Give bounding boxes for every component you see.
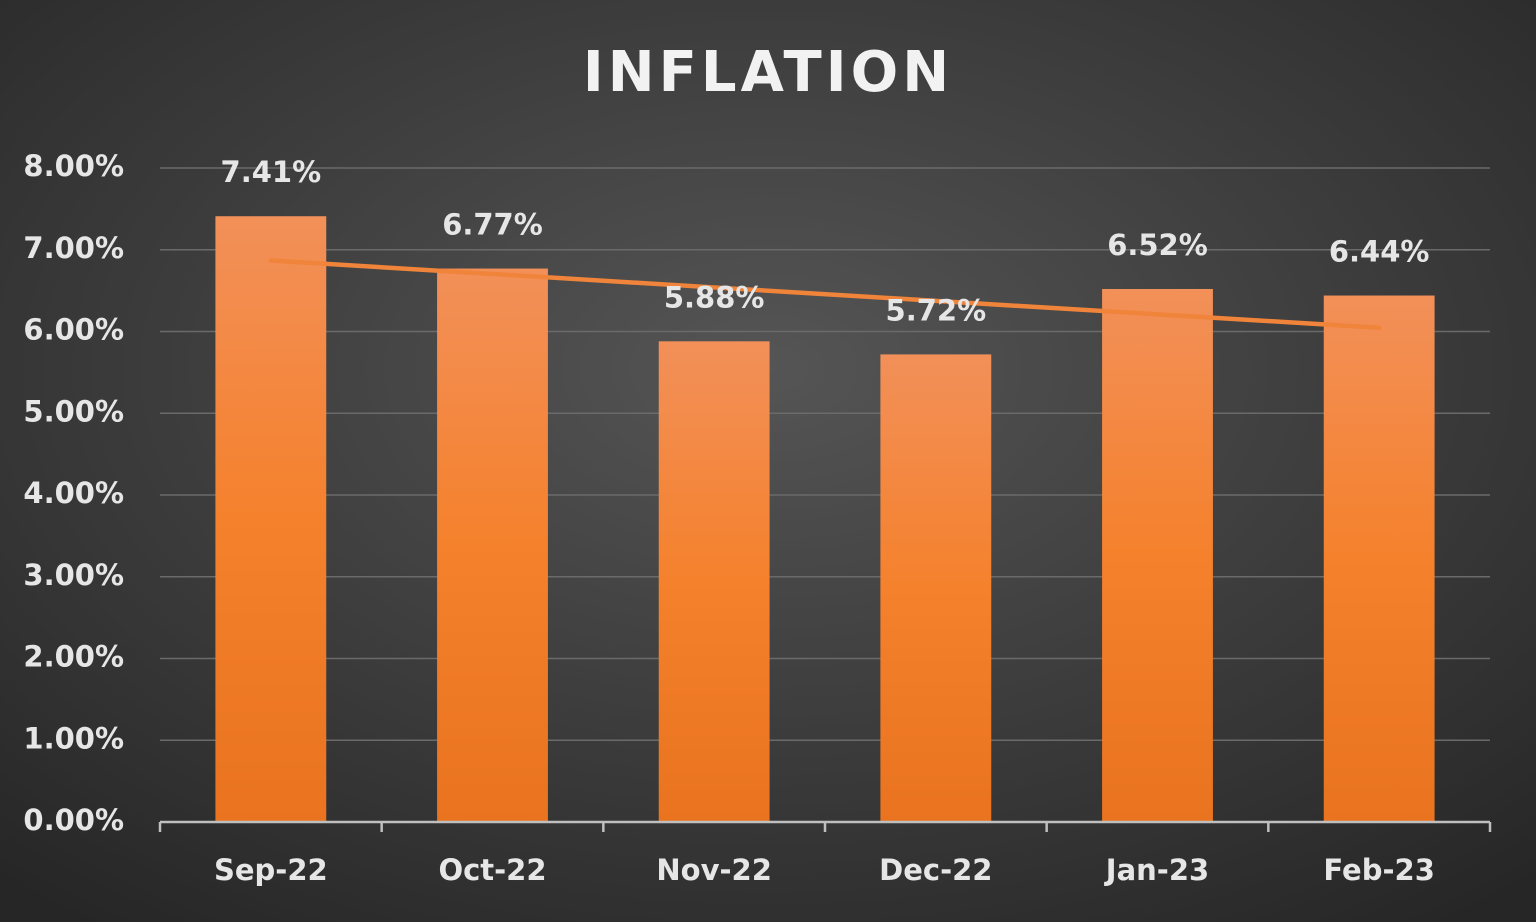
bar [1323,295,1435,822]
chart-title: INFLATION [583,40,953,105]
bar [437,268,548,822]
bar [880,354,992,822]
x-tick-label: Feb-23 [1323,853,1434,887]
data-label: 7.41% [221,155,322,189]
y-tick-label: 8.00% [23,149,124,183]
bar [1102,288,1213,822]
y-tick-label: 2.00% [23,640,124,674]
data-label: 5.72% [886,293,987,327]
data-label: 6.77% [442,208,543,242]
y-tick-label: 4.00% [23,476,124,510]
trend-line [268,258,1382,331]
y-tick-label: 5.00% [23,394,124,428]
x-tick-label: Oct-22 [438,853,546,887]
y-tick-label: 3.00% [23,558,124,592]
x-tick-label: Sep-22 [214,853,328,887]
y-tick-label: 6.00% [23,313,124,347]
y-tick-label: 0.00% [23,803,124,837]
x-tick-label: Dec-22 [879,853,992,887]
x-tick-label: Nov-22 [656,853,772,887]
y-tick-label: 1.00% [23,721,124,755]
bar [215,216,327,823]
x-tick-label: Jan-23 [1104,853,1209,887]
bar [658,341,770,822]
data-label: 6.52% [1107,228,1208,262]
y-tick-label: 7.00% [23,231,124,265]
data-label: 5.88% [664,280,765,314]
data-label: 6.44% [1329,235,1430,269]
